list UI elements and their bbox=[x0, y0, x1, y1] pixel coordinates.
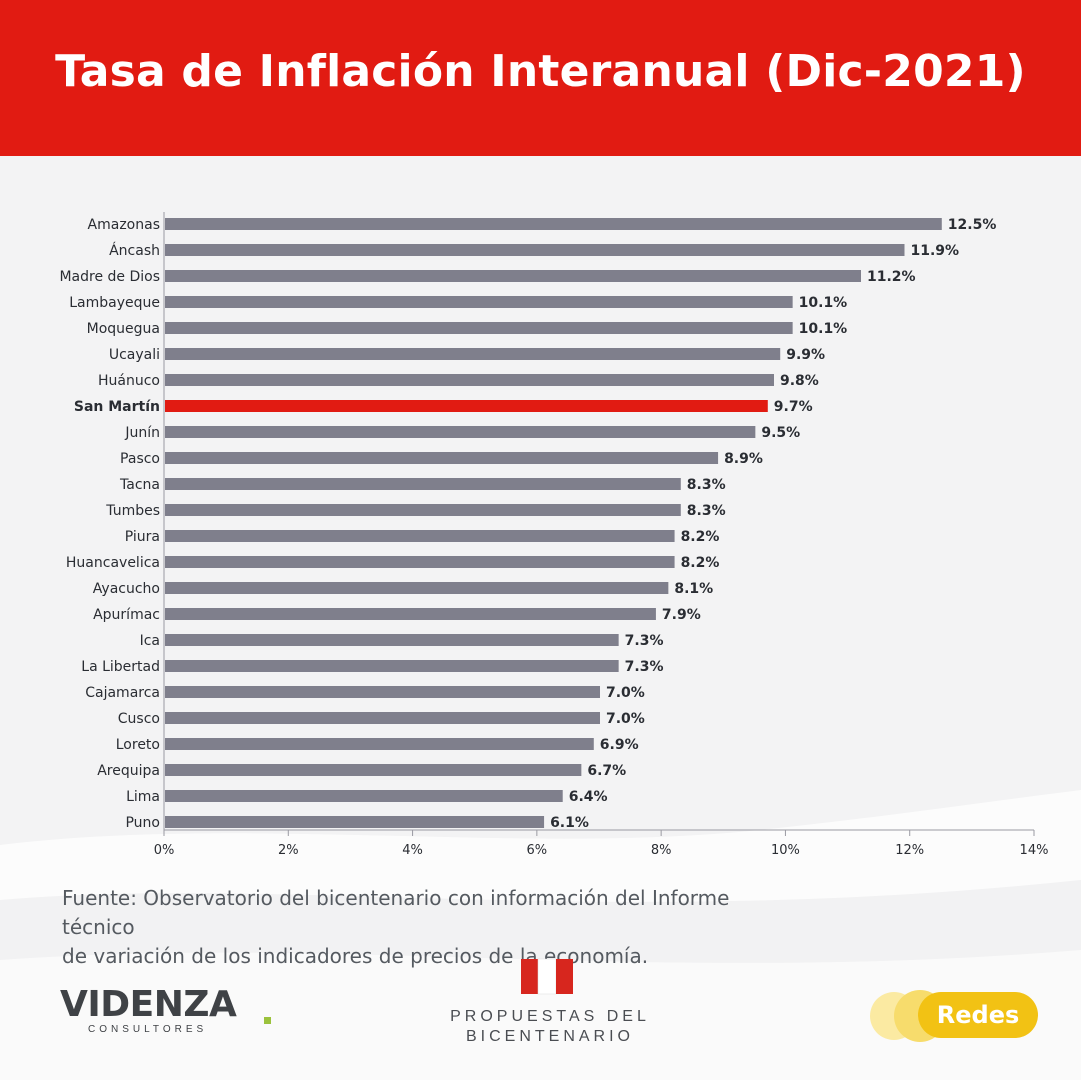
data-label: 7.0% bbox=[606, 711, 645, 727]
category-label: Amazonas bbox=[88, 217, 160, 233]
category-label: Moquegua bbox=[87, 321, 160, 337]
x-tick-label: 8% bbox=[651, 843, 672, 858]
x-tick-label: 0% bbox=[154, 843, 175, 858]
bar bbox=[165, 504, 681, 516]
videnza-wordmark: VIDENZA bbox=[60, 984, 237, 1025]
data-label: 10.1% bbox=[799, 295, 848, 311]
data-label: 9.7% bbox=[774, 399, 813, 415]
bar bbox=[165, 686, 600, 698]
bar bbox=[165, 764, 582, 776]
category-label: Piura bbox=[125, 529, 160, 545]
bar bbox=[165, 374, 774, 386]
data-label: 9.9% bbox=[786, 347, 825, 363]
bar bbox=[165, 712, 600, 724]
data-label: 12.5% bbox=[948, 217, 997, 233]
data-label: 6.9% bbox=[600, 737, 639, 753]
data-label: 6.7% bbox=[587, 763, 626, 779]
data-label: 7.9% bbox=[662, 607, 701, 623]
category-label: Cusco bbox=[118, 711, 160, 727]
data-label: 7.0% bbox=[606, 685, 645, 701]
bar bbox=[165, 322, 793, 334]
x-tick-label: 10% bbox=[771, 843, 800, 858]
category-label: Áncash bbox=[109, 242, 160, 259]
category-label: Ayacucho bbox=[93, 581, 160, 597]
data-label: 11.2% bbox=[867, 269, 916, 285]
bar-chart: Amazonas 12.5% Áncash 11.9% Madre de Dios 11.… bbox=[59, 212, 1049, 858]
x-tick-label: 12% bbox=[895, 843, 924, 858]
category-label: Ica bbox=[140, 633, 160, 649]
data-label: 7.3% bbox=[625, 633, 664, 649]
data-label: 6.1% bbox=[550, 815, 589, 831]
bar-highlight bbox=[165, 400, 768, 412]
propuestas-bicentenario-logo: PROPUESTAS DEL BICENTENARIO bbox=[430, 952, 670, 1052]
category-label: Pasco bbox=[120, 451, 160, 467]
bar bbox=[165, 452, 719, 464]
x-tick-label: 14% bbox=[1020, 843, 1049, 858]
bar bbox=[165, 634, 619, 646]
redes-label: Redes bbox=[918, 992, 1038, 1038]
bar bbox=[165, 816, 545, 828]
data-label: 8.9% bbox=[724, 451, 763, 467]
axis-layer: 0% 2% 4% 6% 8% 10% 12% 14% bbox=[154, 212, 1049, 858]
data-label: 8.1% bbox=[674, 581, 713, 597]
bar bbox=[165, 270, 861, 282]
category-label: Lambayeque bbox=[69, 295, 160, 311]
propuestas-line-1: PROPUESTAS DEL bbox=[450, 1008, 650, 1025]
data-label: 6.4% bbox=[569, 789, 608, 805]
header-banner: Tasa de Inflación Interanual (Dic-2021) bbox=[0, 0, 1081, 156]
bar bbox=[165, 790, 563, 802]
propuestas-line-2: BICENTENARIO bbox=[465, 1028, 634, 1045]
bar bbox=[165, 348, 781, 360]
category-label: Tumbes bbox=[105, 503, 160, 519]
bar bbox=[165, 530, 675, 542]
category-label: Huancavelica bbox=[66, 555, 160, 571]
category-label: Cajamarca bbox=[85, 685, 160, 701]
bar bbox=[165, 608, 656, 620]
videnza-dot bbox=[264, 1017, 271, 1024]
bars-layer: Amazonas 12.5% Áncash 11.9% Madre de Dios 11.… bbox=[59, 217, 996, 831]
videnza-logo: VIDENZA CONSULTORES bbox=[58, 984, 271, 1044]
data-label: 7.3% bbox=[625, 659, 664, 675]
videnza-subtitle: CONSULTORES bbox=[88, 1024, 208, 1035]
source-line-1: Fuente: Observatorio del bicentenario co… bbox=[62, 886, 730, 939]
page-title: Tasa de Inflación Interanual (Dic-2021) bbox=[55, 45, 1026, 97]
data-label: 10.1% bbox=[799, 321, 848, 337]
category-label: Apurímac bbox=[93, 607, 160, 623]
data-label: 8.2% bbox=[681, 529, 720, 545]
data-label: 8.3% bbox=[687, 503, 726, 519]
x-tick-label: 2% bbox=[278, 843, 299, 858]
bar bbox=[165, 660, 619, 672]
category-label: Arequipa bbox=[97, 763, 160, 779]
category-label: La Libertad bbox=[81, 659, 160, 675]
x-tick-label: 6% bbox=[527, 843, 548, 858]
bar bbox=[165, 582, 669, 594]
bar bbox=[165, 556, 675, 568]
data-label: 9.5% bbox=[761, 425, 800, 441]
source-note: Fuente: Observatorio del bicentenario co… bbox=[62, 884, 782, 971]
category-label: Madre de Dios bbox=[59, 269, 160, 285]
bar bbox=[165, 296, 793, 308]
redes-badge: Redes bbox=[866, 988, 1046, 1044]
data-label: 8.2% bbox=[681, 555, 720, 571]
peru-flag-icon bbox=[521, 958, 573, 995]
data-label: 8.3% bbox=[687, 477, 726, 493]
category-label: Ucayali bbox=[109, 347, 160, 363]
bar bbox=[165, 244, 905, 256]
category-label: Junín bbox=[124, 425, 160, 441]
category-label: San Martín bbox=[74, 399, 160, 415]
bar bbox=[165, 738, 594, 750]
source-line-2: de variación de los indicadores de preci… bbox=[62, 944, 649, 968]
data-label: 11.9% bbox=[911, 243, 960, 259]
category-label: Loreto bbox=[116, 737, 160, 753]
bar bbox=[165, 478, 681, 490]
category-label: Tacna bbox=[119, 477, 160, 493]
data-label: 9.8% bbox=[780, 373, 819, 389]
bar bbox=[165, 426, 756, 438]
bar bbox=[165, 218, 942, 230]
x-tick-label: 4% bbox=[402, 843, 423, 858]
category-label: Huánuco bbox=[98, 373, 160, 389]
category-label: Puno bbox=[125, 815, 160, 831]
category-label: Lima bbox=[126, 789, 160, 805]
